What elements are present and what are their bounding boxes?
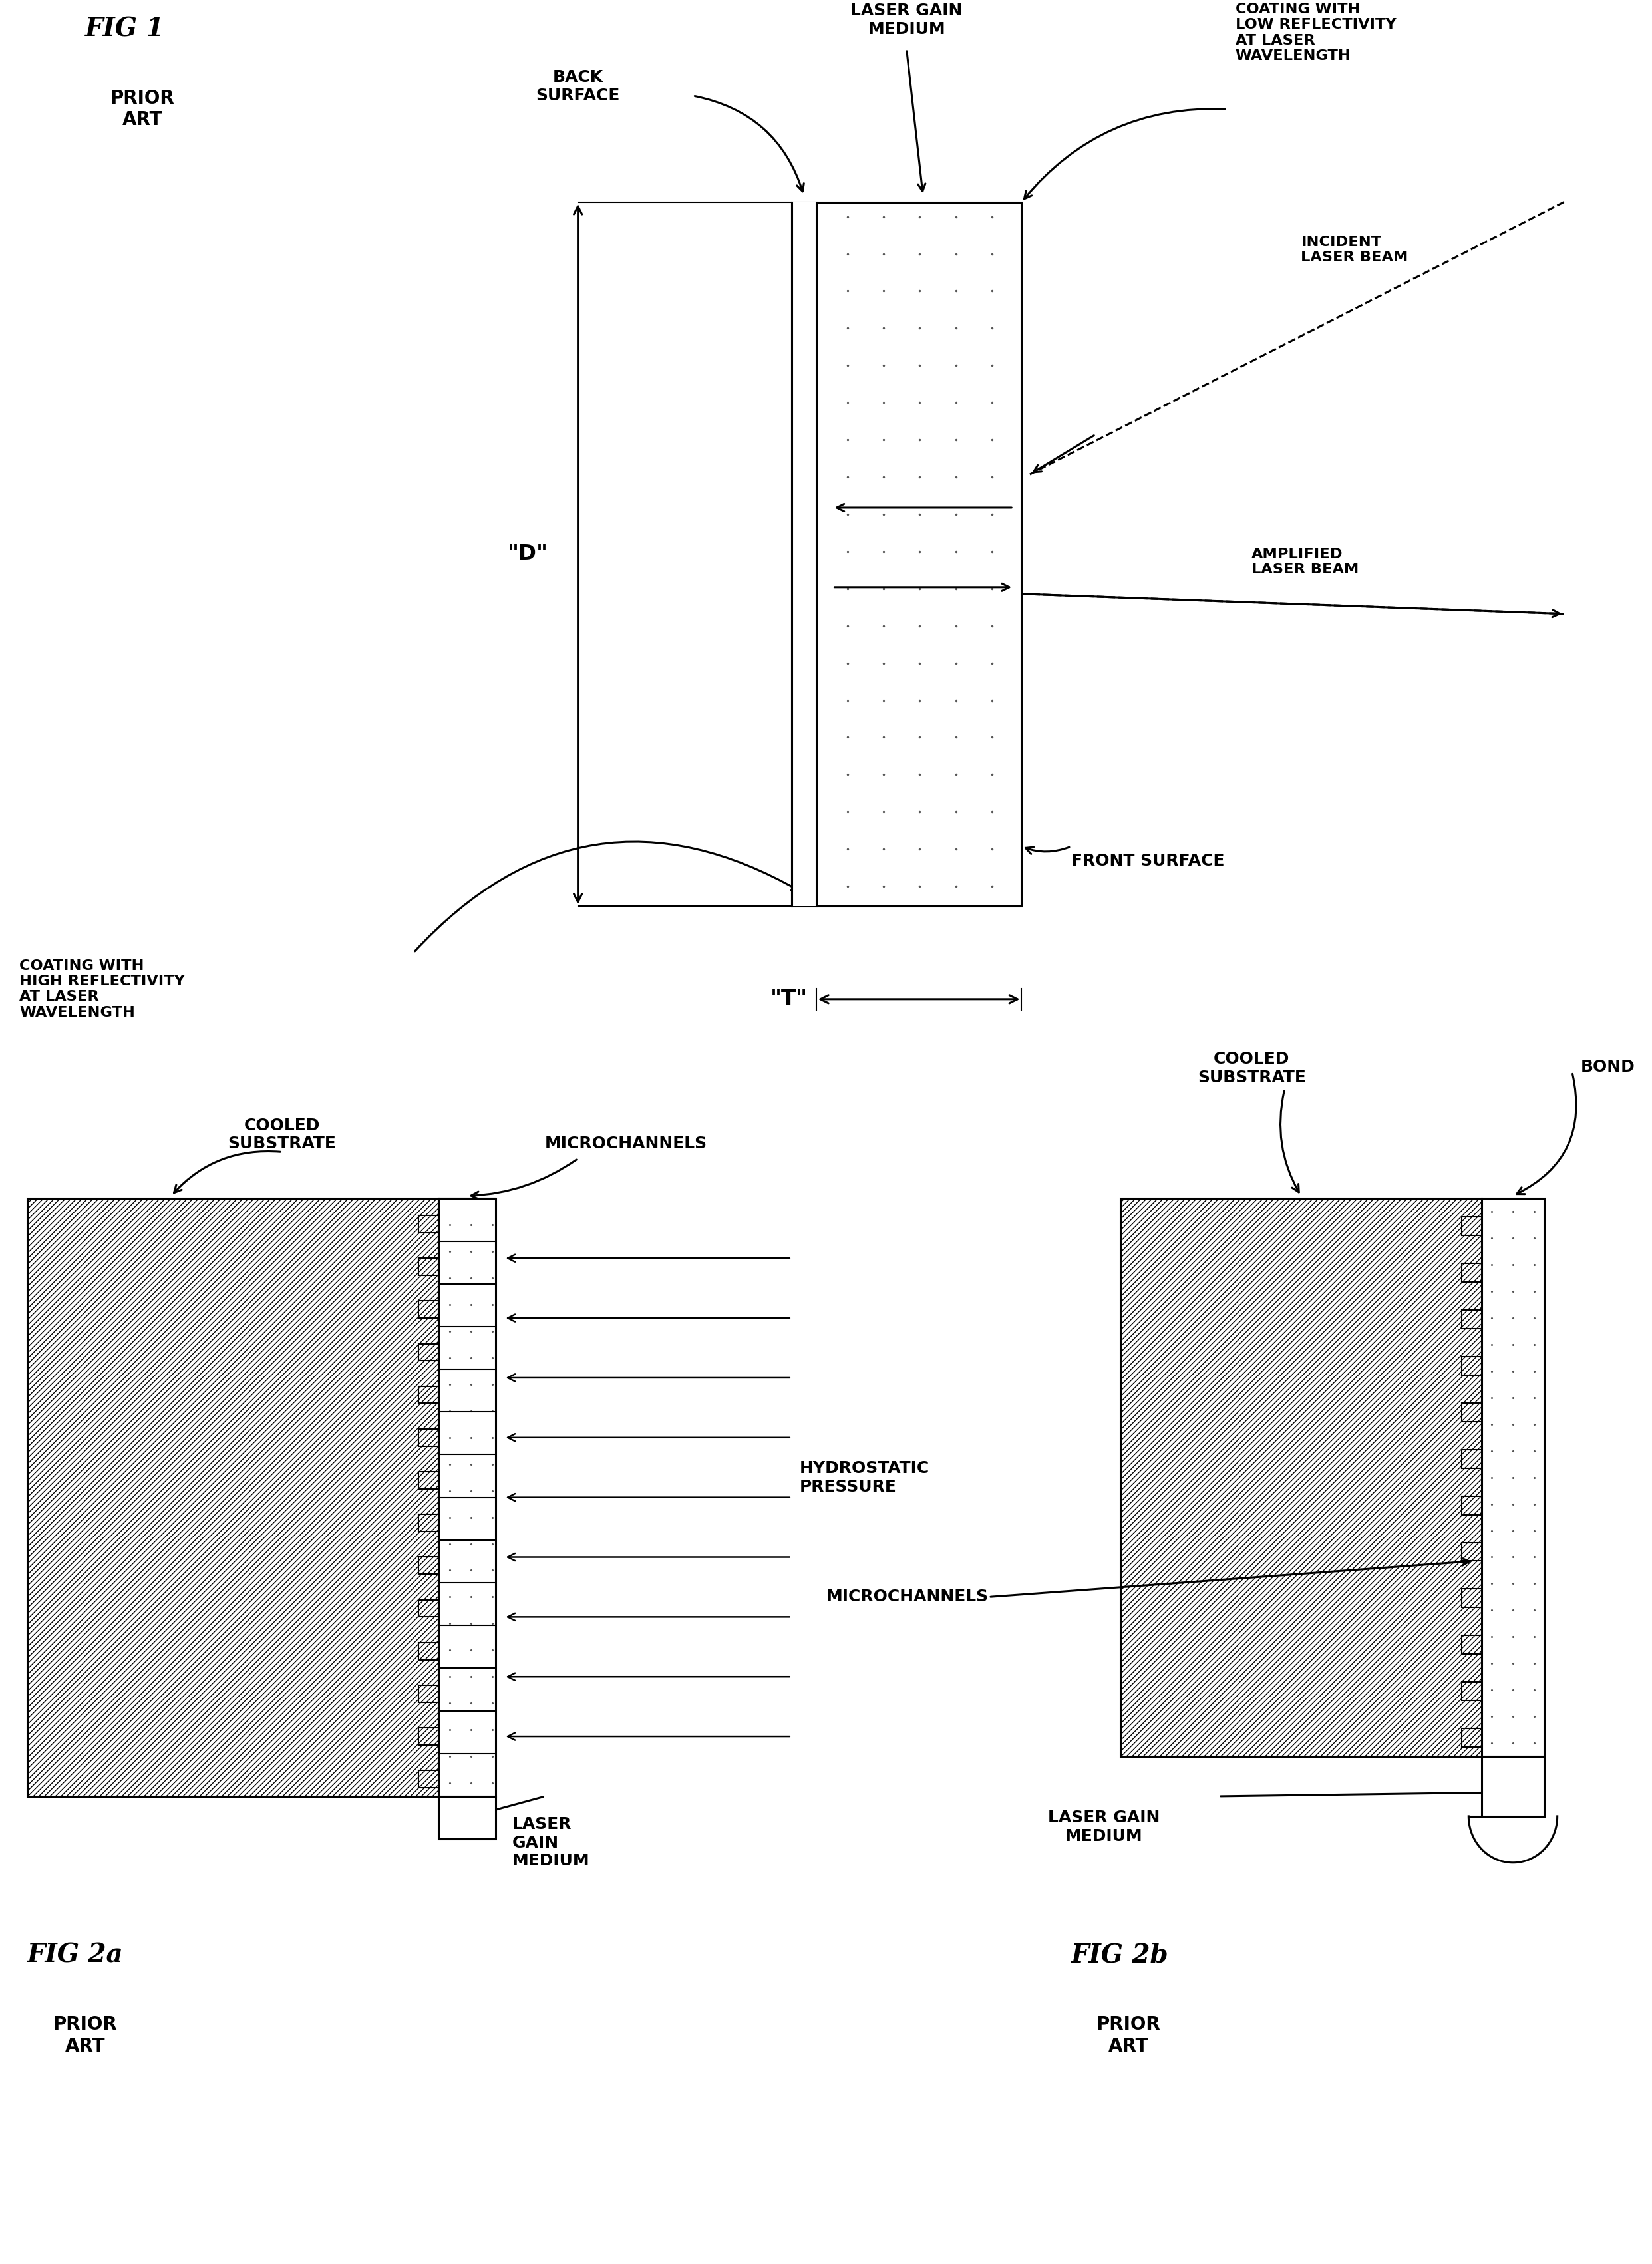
Text: COATING WITH
HIGH REFLECTIVITY
AT LASER
WAVELENGTH: COATING WITH HIGH REFLECTIVITY AT LASER …: [20, 960, 185, 1019]
Bar: [1482, 1198, 1545, 1757]
Bar: [28, 1198, 438, 1795]
Text: PRIOR
ART: PRIOR ART: [111, 88, 175, 129]
Bar: [28, 1198, 438, 1795]
Text: FIG 1: FIG 1: [84, 16, 165, 41]
Text: MICROCHANNELS: MICROCHANNELS: [545, 1137, 707, 1152]
Text: BOND: BOND: [1581, 1060, 1635, 1075]
Bar: [1120, 1198, 1482, 1757]
Text: LASER GAIN
MEDIUM: LASER GAIN MEDIUM: [851, 2, 963, 36]
Bar: [438, 1198, 496, 1795]
Text: AMPLIFIED
LASER BEAM: AMPLIFIED LASER BEAM: [1252, 548, 1360, 577]
Text: "T": "T": [770, 989, 808, 1010]
Text: MICROCHANNELS: MICROCHANNELS: [826, 1589, 990, 1605]
Text: PRIOR
ART: PRIOR ART: [1097, 2015, 1161, 2056]
Text: FIG 2a: FIG 2a: [28, 1943, 124, 1967]
Bar: [1482, 1757, 1545, 1816]
Text: "D": "D": [507, 543, 548, 564]
Text: COOLED
SUBSTRATE: COOLED SUBSTRATE: [1198, 1050, 1305, 1084]
Text: HYDROSTATIC
PRESSURE: HYDROSTATIC PRESSURE: [800, 1460, 930, 1494]
Bar: [1120, 1198, 1482, 1757]
Bar: [438, 1795, 496, 1838]
Text: BACK
SURFACE: BACK SURFACE: [535, 70, 620, 104]
Bar: [791, 201, 816, 906]
Text: COATING WITH
LOW REFLECTIVITY
AT LASER
WAVELENGTH: COATING WITH LOW REFLECTIVITY AT LASER W…: [1236, 2, 1396, 63]
Text: COOLED
SUBSTRATE: COOLED SUBSTRATE: [228, 1118, 337, 1152]
Bar: [791, 201, 1021, 906]
Text: LASER
GAIN
MEDIUM: LASER GAIN MEDIUM: [512, 1816, 590, 1870]
Text: LASER GAIN
MEDIUM: LASER GAIN MEDIUM: [1047, 1809, 1160, 1843]
Text: INCIDENT
LASER BEAM: INCIDENT LASER BEAM: [1302, 235, 1408, 265]
Text: FRONT SURFACE: FRONT SURFACE: [1070, 854, 1224, 869]
Text: PRIOR
ART: PRIOR ART: [53, 2015, 117, 2056]
Text: FIG 2b: FIG 2b: [1070, 1943, 1168, 1967]
